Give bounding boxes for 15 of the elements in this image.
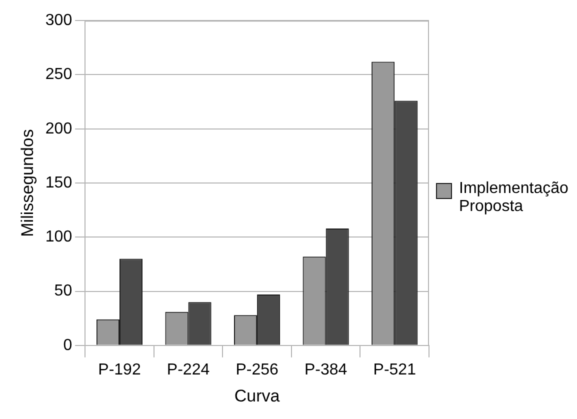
x-tick-label: P-521 (373, 361, 416, 378)
x-tick-label: P-256 (236, 361, 278, 378)
x-tick-label: P-384 (304, 361, 348, 378)
x-tick-label: P-192 (98, 361, 141, 378)
y-tick-label: 200 (45, 120, 72, 138)
x-tick-label: P-224 (166, 361, 210, 378)
legend-label: Implementação Proposta (459, 180, 568, 216)
y-tick-label: 50 (54, 282, 72, 300)
y-tick-label: 0 (63, 336, 72, 354)
y-axis-title: Milissegundos (18, 129, 37, 237)
y-tick-label: 150 (45, 174, 72, 192)
x-axis-title: Curva (234, 386, 280, 406)
y-tick-label: 300 (45, 12, 72, 30)
y-tick-label: 100 (45, 228, 72, 246)
y-tick-label: 250 (45, 66, 72, 84)
